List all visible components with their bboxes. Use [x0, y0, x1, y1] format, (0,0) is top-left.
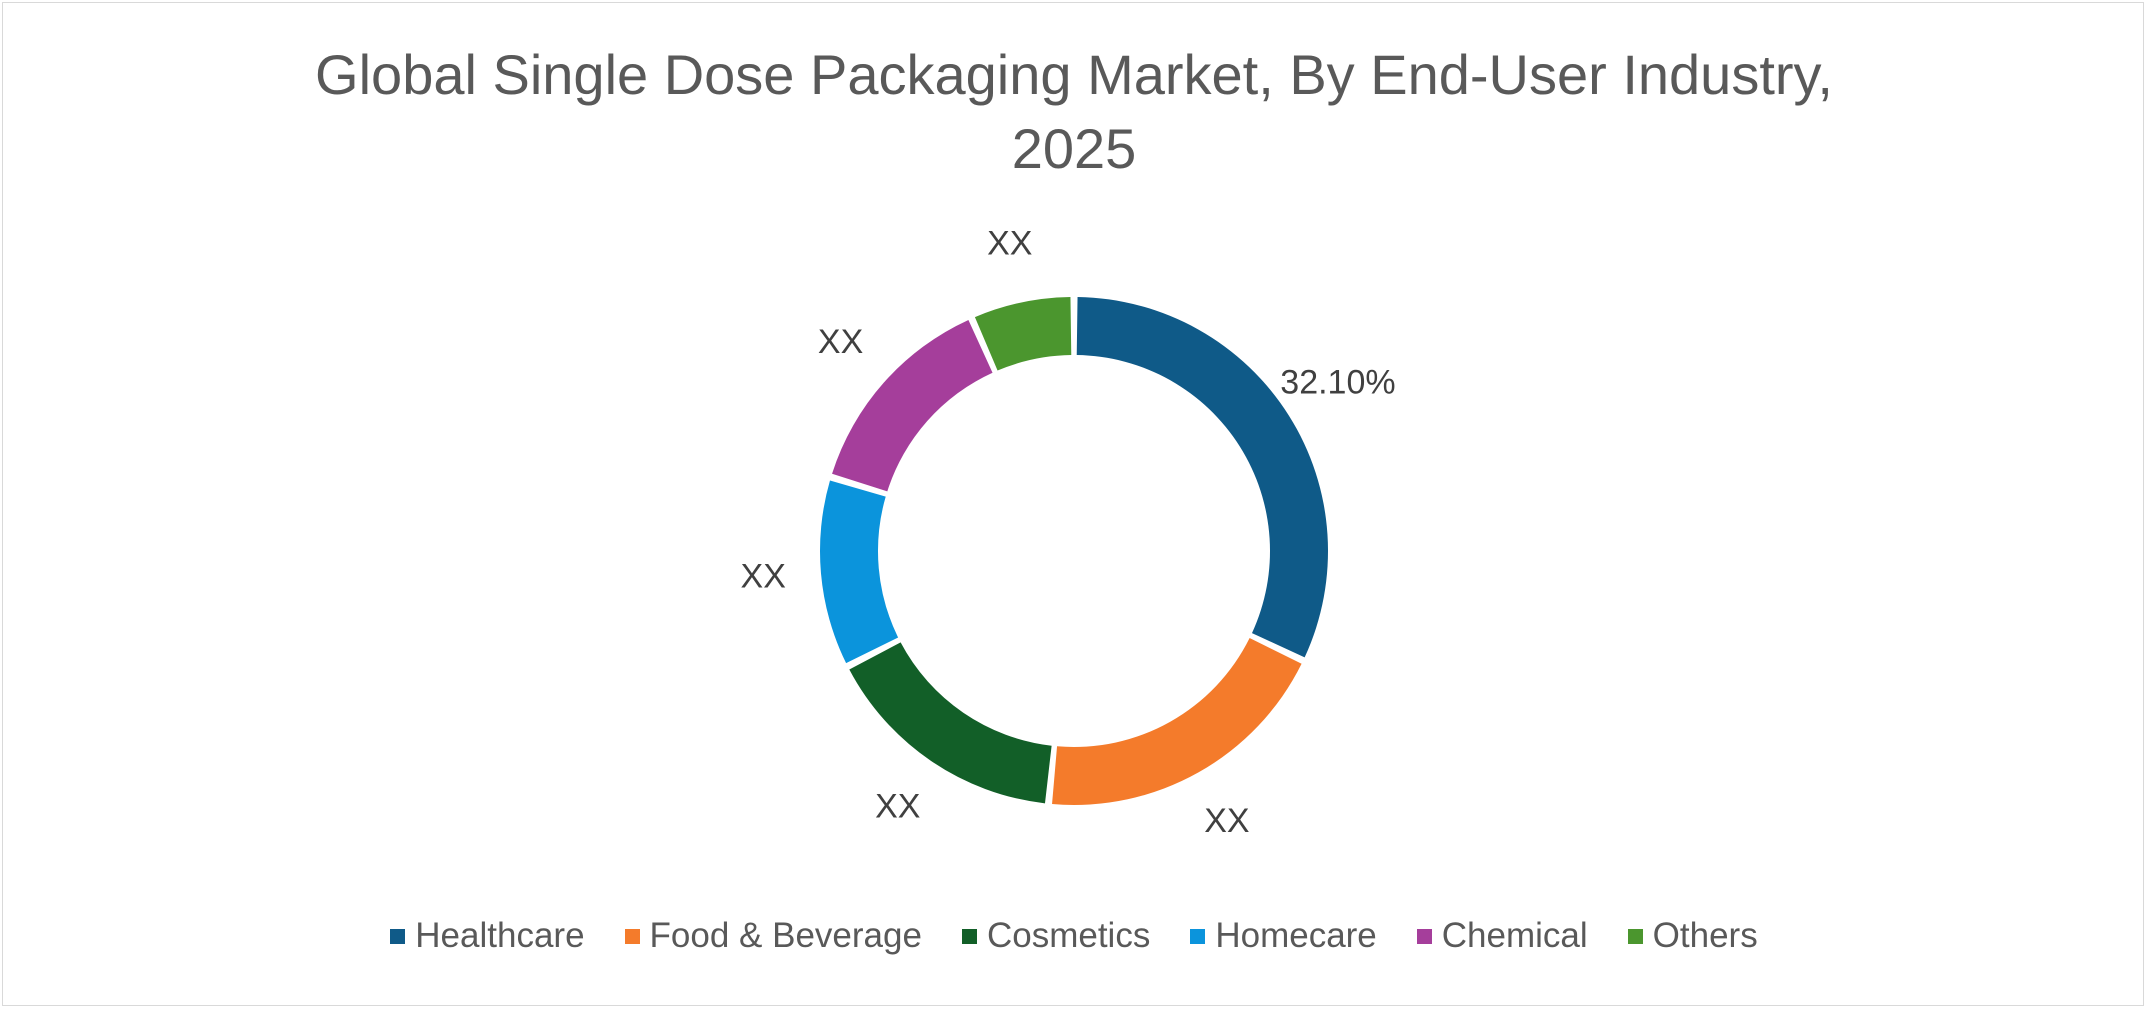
legend-label: Healthcare: [415, 916, 585, 955]
legend-swatch: [961, 928, 977, 944]
chart-title-line-2: 2025: [1011, 117, 1137, 180]
legend-label: Chemical: [1441, 916, 1588, 955]
legend-swatch: [390, 928, 406, 944]
data-label-homecare: XX: [741, 557, 786, 595]
donut-slice-healthcare: [1076, 297, 1328, 658]
donut-slice-homecare: [820, 480, 899, 664]
data-label-others: XX: [987, 225, 1032, 263]
legend-item-chemical: Chemical: [1416, 916, 1588, 956]
legend-swatch: [1190, 928, 1206, 944]
donut-slice-cosmetics: [849, 642, 1052, 804]
chart-title-line-1: Global Single Dose Packaging Market, By …: [315, 43, 1833, 106]
data-label-cosmetics: XX: [875, 787, 920, 825]
chart-legend: Healthcare Food & Beverage Cosmetics Homeca…: [0, 916, 2148, 956]
legend-item-others: Others: [1627, 916, 1758, 956]
legend-item-healthcare: Healthcare: [390, 916, 585, 956]
legend-item-homecare: Homecare: [1190, 916, 1377, 956]
legend-swatch: [1416, 928, 1432, 944]
legend-item-cosmetics: Cosmetics: [961, 916, 1151, 956]
chart-title: Global Single Dose Packaging Market, By …: [0, 38, 2148, 186]
legend-swatch: [1627, 928, 1643, 944]
data-label-food-beverage: XX: [1204, 802, 1249, 840]
data-label-healthcare: 32.10%: [1280, 364, 1395, 402]
donut-slice-food-beverage: [1052, 638, 1302, 805]
legend-label: Food & Beverage: [649, 916, 922, 955]
legend-label: Homecare: [1215, 916, 1377, 955]
donut-slice-others: [974, 297, 1072, 371]
legend-swatch: [624, 928, 640, 944]
legend-label: Others: [1652, 916, 1758, 955]
legend-item-food-beverage: Food & Beverage: [624, 916, 922, 956]
donut-slice-chemical: [832, 319, 993, 492]
data-label-chemical: XX: [818, 323, 863, 361]
legend-label: Cosmetics: [986, 916, 1151, 955]
